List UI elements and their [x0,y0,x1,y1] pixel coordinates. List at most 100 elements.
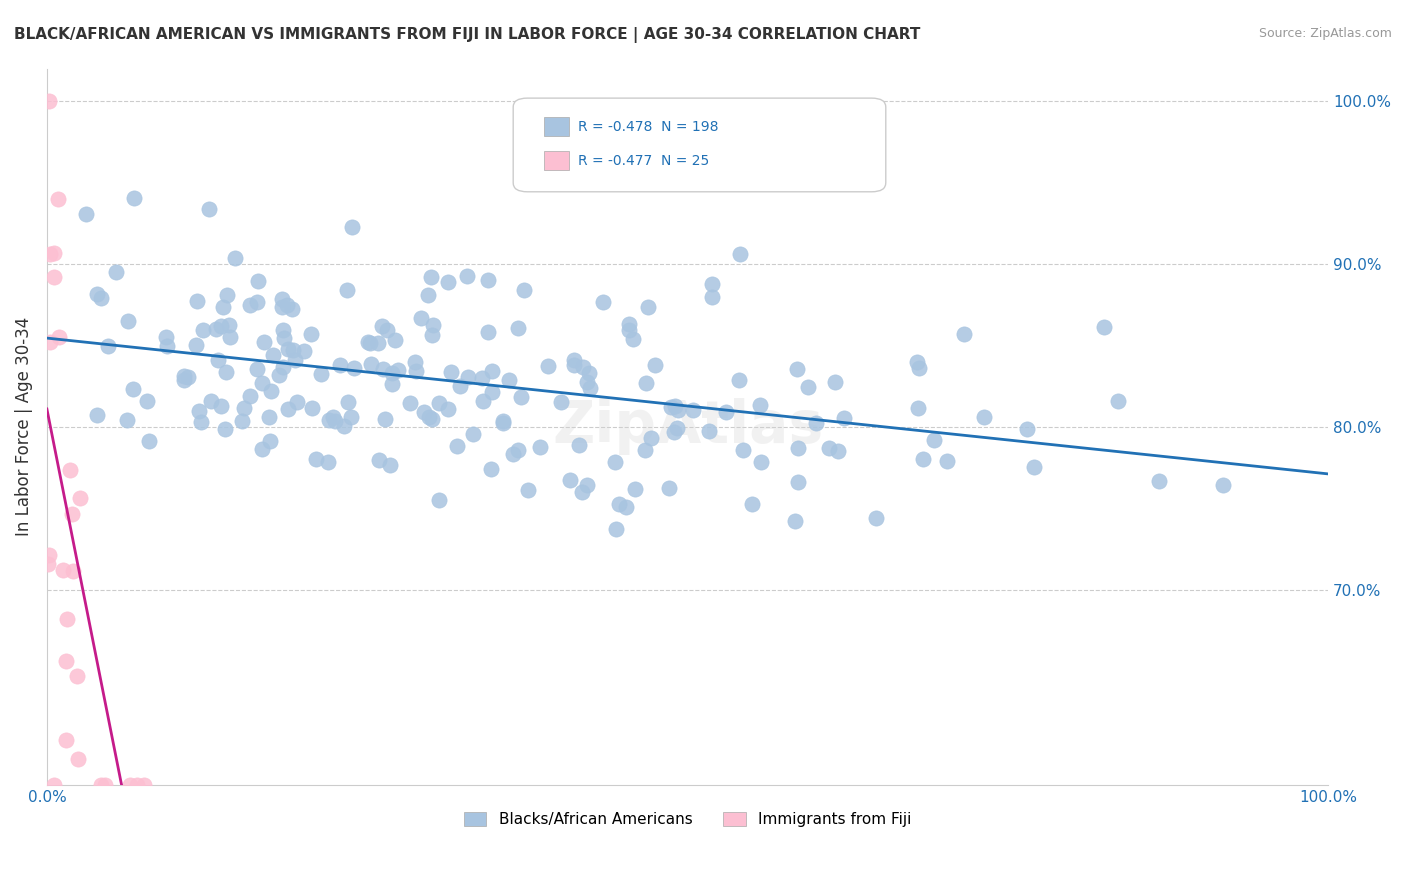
Point [277,401,299,416]
Point [276,298,298,312]
Point [662,425,685,440]
Point [562,358,585,372]
Point [420,412,443,426]
Point [198,202,221,216]
Point [277,342,299,356]
Point [239,298,262,312]
Point [46,193,69,207]
Point [284,353,307,368]
Point [640,431,662,445]
Point [239,389,262,403]
Point [786,475,808,490]
Point [177,369,200,384]
Text: R = -0.477  N = 25: R = -0.477 N = 25 [578,153,709,168]
Point [246,295,269,310]
Point [409,310,432,325]
Point [62,564,84,578]
Point [48,330,70,344]
Point [322,409,344,424]
Point [374,412,396,426]
Point [205,322,228,336]
Point [621,332,644,346]
Point [529,441,551,455]
Point [273,360,295,375]
Point [368,453,391,467]
Point [118,778,141,792]
Point [231,414,253,428]
Point [127,778,149,792]
Point [285,394,308,409]
Point [39,247,62,261]
Point [59,463,82,477]
Point [506,442,529,457]
Point [209,399,232,413]
Point [614,500,637,514]
Point [69,491,91,505]
Point [446,439,468,453]
Point [39,335,62,350]
Point [329,358,352,372]
Point [973,410,995,425]
Point [187,404,209,418]
Point [186,293,208,308]
Point [44,270,66,285]
Point [207,353,229,368]
Point [817,441,839,455]
Point [420,269,443,284]
Point [463,427,485,442]
Point [637,300,659,314]
Point [665,421,688,435]
Point [697,424,720,438]
Point [907,401,929,415]
Point [367,336,389,351]
Point [832,411,855,425]
Point [200,394,222,409]
Point [359,335,381,350]
Point [579,381,602,395]
Text: BLACK/AFRICAN AMERICAN VS IMMIGRANTS FROM FIJI IN LABOR FORCE | AGE 30-34 CORREL: BLACK/AFRICAN AMERICAN VS IMMIGRANTS FRO… [14,27,921,43]
Point [233,401,256,416]
Point [218,318,240,332]
Point [252,376,274,390]
Point [122,382,145,396]
Point [624,483,647,497]
Point [420,327,443,342]
Point [191,323,214,337]
Point [247,275,270,289]
Point [502,447,524,461]
Point [271,323,294,337]
Point [733,442,755,457]
Point [371,319,394,334]
Point [132,778,155,792]
Point [281,301,304,316]
Point [190,415,212,429]
Point [617,324,640,338]
Point [66,668,89,682]
Point [658,481,681,495]
Point [481,364,503,378]
Point [212,300,235,314]
Point [644,358,666,372]
Point [52,563,75,577]
Point [472,394,495,409]
Point [634,442,657,457]
Point [66,752,89,766]
Y-axis label: In Labor Force | Age 30-34: In Labor Force | Age 30-34 [15,318,32,536]
Point [283,343,305,358]
Point [413,405,436,419]
Point [537,359,560,374]
Point [301,401,323,416]
Point [214,422,236,436]
Point [824,375,846,389]
Point [155,330,177,344]
Point [418,288,440,302]
Point [786,362,808,376]
Point [471,371,494,385]
Point [457,369,479,384]
Point [138,434,160,449]
Point [371,362,394,376]
Point [659,401,682,415]
Point [477,273,499,287]
Point [1092,319,1115,334]
Point [666,403,689,417]
